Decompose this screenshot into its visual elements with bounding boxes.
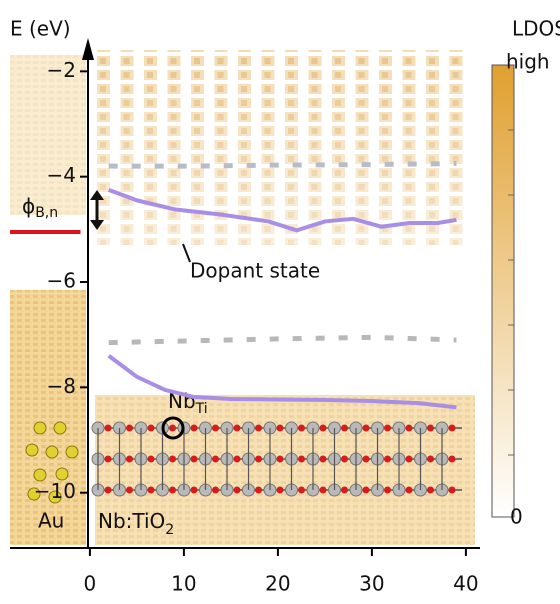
oxygen-atom: [234, 425, 241, 432]
oxygen-atom: [191, 425, 198, 432]
oxygen-atom: [234, 456, 241, 463]
annotation: Au: [38, 509, 64, 533]
oxygen-atom: [234, 487, 241, 494]
annotation-pointer: [183, 244, 190, 262]
oxygen-atom: [341, 425, 348, 432]
oxygen-atom: [449, 487, 456, 494]
au-atom: [46, 446, 58, 458]
oxygen-atom: [126, 425, 133, 432]
nb-subscript: Ti: [195, 401, 208, 417]
chart: LDOS high 0 E (eV) Dopant state ϕB,n NbT…: [0, 0, 560, 604]
oxygen-atom: [449, 456, 456, 463]
au-atom: [66, 446, 78, 458]
oxygen-atom: [105, 487, 112, 494]
oxygen-atom: [169, 456, 176, 463]
phi-subscript: B,n: [35, 205, 58, 221]
oxygen-atom: [105, 456, 112, 463]
x-tick-label: 20: [265, 572, 290, 596]
host-subscript: 2: [165, 522, 174, 538]
y-tick-label: −2: [47, 58, 76, 82]
oxygen-atom: [363, 456, 370, 463]
oxygen-atom: [320, 456, 327, 463]
oxygen-atom: [148, 487, 155, 494]
oxygen-atom: [169, 425, 176, 432]
ldos-map: [10, 50, 475, 545]
x-tick-label: 10: [171, 572, 196, 596]
oxygen-atom: [277, 487, 284, 494]
oxygen-atom: [341, 487, 348, 494]
y-axis-label: E (eV): [10, 17, 71, 41]
data-line: [109, 337, 457, 342]
au-atom: [54, 422, 66, 434]
oxygen-atom: [384, 456, 391, 463]
oxygen-atom: [449, 425, 456, 432]
y-tick-label: −4: [47, 163, 76, 187]
oxygen-atom: [320, 425, 327, 432]
y-tick-label: −6: [47, 269, 76, 293]
colorbar: [492, 65, 514, 517]
oxygen-atom: [427, 456, 434, 463]
oxygen-atom: [255, 487, 262, 494]
y-tick-label: −10: [34, 479, 76, 503]
oxygen-atom: [406, 456, 413, 463]
colorbar-high: high: [506, 50, 550, 74]
oxygen-atom: [298, 456, 305, 463]
oxygen-atom: [384, 487, 391, 494]
oxygen-atom: [427, 425, 434, 432]
oxygen-atom: [148, 456, 155, 463]
oxygen-atom: [298, 425, 305, 432]
oxygen-atom: [191, 456, 198, 463]
oxygen-atom: [212, 456, 219, 463]
oxygen-atom: [105, 425, 112, 432]
oxygen-atom: [298, 487, 305, 494]
oxygen-atom: [126, 456, 133, 463]
oxygen-atom: [212, 425, 219, 432]
y-axis-arrow: [82, 38, 94, 60]
oxygen-atom: [255, 456, 262, 463]
colorbar-title: LDOS: [512, 17, 560, 41]
oxygen-atom: [363, 425, 370, 432]
oxygen-atom: [406, 425, 413, 432]
annotation: Dopant state: [190, 259, 320, 283]
oxygen-atom: [126, 487, 133, 494]
colorbar-low: 0: [510, 505, 523, 529]
oxygen-atom: [169, 487, 176, 494]
x-tick-label: 30: [359, 572, 384, 596]
phi: ϕ: [22, 194, 35, 218]
oxygen-atom: [384, 425, 391, 432]
au-atom: [56, 468, 68, 480]
oxygen-atom: [320, 487, 327, 494]
oxygen-atom: [212, 487, 219, 494]
oxygen-atom: [341, 456, 348, 463]
oxygen-atom: [406, 487, 413, 494]
oxygen-atom: [277, 456, 284, 463]
au-atom: [26, 444, 38, 456]
oxygen-atom: [277, 425, 284, 432]
oxygen-atom: [255, 425, 262, 432]
oxygen-atom: [363, 487, 370, 494]
au-atom: [34, 422, 46, 434]
x-tick-label: 40: [453, 572, 478, 596]
x-tick-label: 0: [84, 572, 97, 596]
host: Nb:TiO: [98, 509, 165, 533]
oxygen-atom: [148, 425, 155, 432]
oxygen-atom: [191, 487, 198, 494]
y-tick-label: −8: [47, 374, 76, 398]
oxygen-atom: [427, 487, 434, 494]
